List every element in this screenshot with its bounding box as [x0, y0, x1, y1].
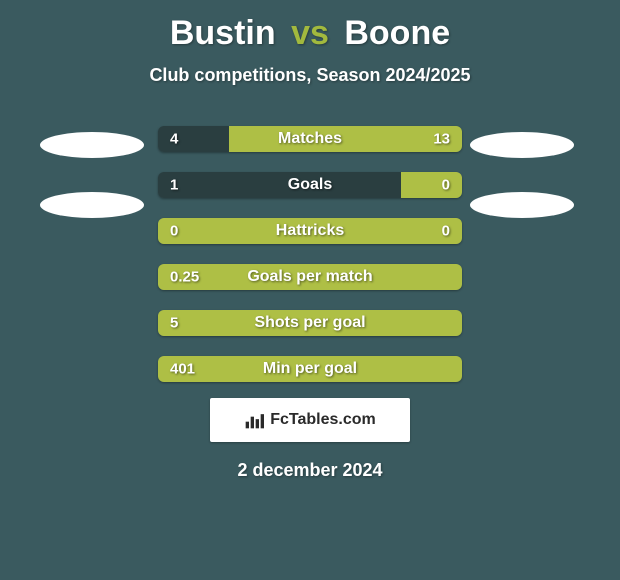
- stat-bar-left: [158, 126, 229, 152]
- left-team-badges: [40, 126, 150, 218]
- stat-label: Min per goal: [263, 360, 357, 378]
- team-badge: [40, 192, 144, 218]
- stat-value-left: 0: [170, 223, 178, 240]
- player-b-name: Boone: [344, 14, 450, 52]
- stat-row: 0 0 Hattricks: [158, 218, 462, 244]
- stat-label: Hattricks: [276, 222, 344, 240]
- stat-bar-right: [401, 172, 462, 198]
- vs-label: vs: [291, 14, 329, 52]
- stat-bar-left: [158, 172, 401, 198]
- subtitle: Club competitions, Season 2024/2025: [149, 65, 470, 86]
- team-badge: [470, 192, 574, 218]
- stat-row: 0.25 Goals per match: [158, 264, 462, 290]
- brand-text: FcTables.com: [270, 411, 376, 429]
- player-a-name: Bustin: [170, 14, 276, 52]
- stat-row: 1 0 Goals: [158, 172, 462, 198]
- stat-bar-right: [229, 126, 462, 152]
- stat-value-right: 0: [442, 223, 450, 240]
- stat-bars: 4 13 Matches 1 0 Goals 0 0 Hattricks 0.25 Goals pe…: [158, 126, 462, 382]
- stat-value-left: 4: [170, 131, 178, 148]
- stat-value-left: 5: [170, 315, 178, 332]
- brand-badge: FcTables.com: [210, 398, 410, 442]
- stat-label: Matches: [278, 130, 342, 148]
- footer-date: 2 december 2024: [237, 460, 382, 481]
- chart-icon: [244, 410, 264, 430]
- right-team-badges: [470, 126, 580, 218]
- stat-value-left: 1: [170, 177, 178, 194]
- team-badge: [470, 132, 574, 158]
- stat-value-left: 401: [170, 361, 195, 378]
- stat-label: Goals: [288, 176, 332, 194]
- stat-value-right: 13: [433, 131, 450, 148]
- stat-label: Shots per goal: [254, 314, 365, 332]
- stat-value-left: 0.25: [170, 269, 199, 286]
- stat-row: 401 Min per goal: [158, 356, 462, 382]
- page-title: Bustin vs Boone: [170, 14, 450, 53]
- stat-value-right: 0: [442, 177, 450, 194]
- comparison-card: Bustin vs Boone Club competitions, Seaso…: [0, 0, 620, 580]
- stat-label: Goals per match: [247, 268, 372, 286]
- stat-row: 4 13 Matches: [158, 126, 462, 152]
- team-badge: [40, 132, 144, 158]
- stat-row: 5 Shots per goal: [158, 310, 462, 336]
- stats-area: 4 13 Matches 1 0 Goals 0 0 Hattricks 0.25 Goals pe…: [40, 126, 580, 382]
